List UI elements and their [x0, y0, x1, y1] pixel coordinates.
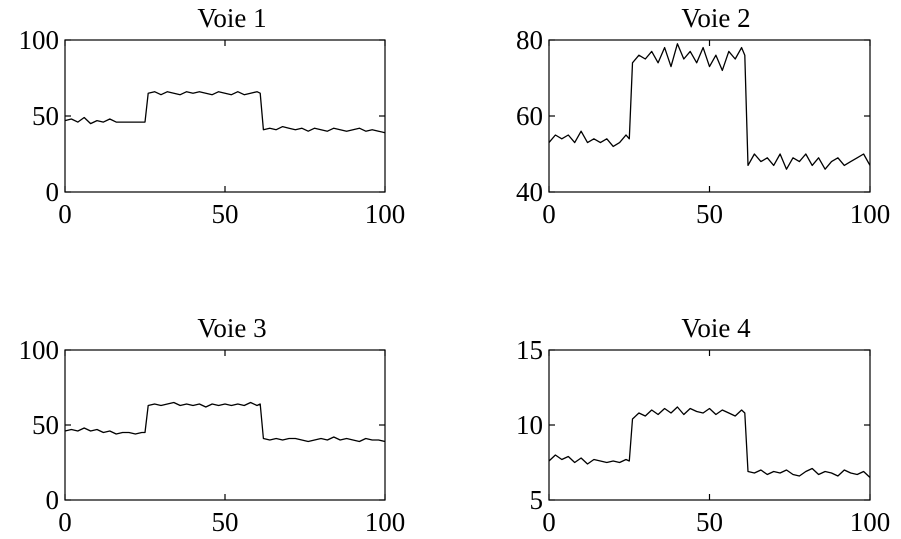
- y-tick-label: 50: [32, 101, 59, 131]
- subplot-voie-2: Voie 2 0 50 100 40 60 80: [516, 3, 890, 229]
- y-tick-label: 0: [46, 177, 60, 207]
- y-tick-label: 60: [516, 101, 543, 131]
- series-line: [64, 91, 386, 134]
- x-tick-label: 0: [542, 199, 556, 229]
- axes-frame: [548, 349, 871, 501]
- y-tick-label: 80: [516, 25, 543, 55]
- x-tick-label: 0: [542, 507, 556, 537]
- subplot-voie-4: Voie 4 0 50 100 5 10 15: [516, 313, 890, 537]
- subplot-title: Voie 1: [197, 3, 266, 33]
- x-tick-label: 50: [696, 507, 723, 537]
- y-tick-label: 0: [46, 485, 60, 515]
- x-tick-label: 0: [58, 199, 72, 229]
- y-tick-label: 50: [32, 410, 59, 440]
- x-tick-label: 50: [212, 199, 239, 229]
- subplot-title: Voie 2: [681, 3, 750, 33]
- x-tick-label: 100: [365, 199, 406, 229]
- plot-area-2: 0 50 100 40 60 80: [516, 25, 890, 229]
- y-tick-label: 100: [19, 335, 60, 365]
- subplot-voie-1: Voie 1 0 50 100 0 50 100: [19, 3, 406, 229]
- plot-area-4: 0 50 100 5 10 15: [516, 335, 890, 537]
- plot-area-3: 0 50 100 0 50 100: [19, 335, 406, 537]
- series-line: [548, 43, 871, 170]
- subplot-voie-3: Voie 3 0 50 100 0 50 100: [19, 313, 406, 537]
- x-tick-label: 50: [696, 199, 723, 229]
- x-tick-label: 50: [212, 507, 239, 537]
- axes-frame: [64, 39, 386, 193]
- y-tick-label: 15: [516, 335, 543, 365]
- y-tick-label: 100: [19, 25, 60, 55]
- subplot-title: Voie 3: [197, 313, 266, 343]
- x-tick-label: 100: [850, 507, 891, 537]
- y-tick-label: 5: [530, 485, 544, 515]
- subplot-title: Voie 4: [681, 313, 751, 343]
- axes-frame: [548, 39, 871, 193]
- x-tick-label: 100: [850, 199, 891, 229]
- y-tick-label: 10: [516, 410, 543, 440]
- series-line: [548, 406, 871, 478]
- x-tick-label: 100: [365, 507, 406, 537]
- series-line: [64, 401, 386, 443]
- y-tick-label: 40: [516, 177, 543, 207]
- x-tick-label: 0: [58, 507, 72, 537]
- plot-area-1: 0 50 100 0 50 100: [19, 25, 406, 229]
- axes-frame: [64, 349, 386, 501]
